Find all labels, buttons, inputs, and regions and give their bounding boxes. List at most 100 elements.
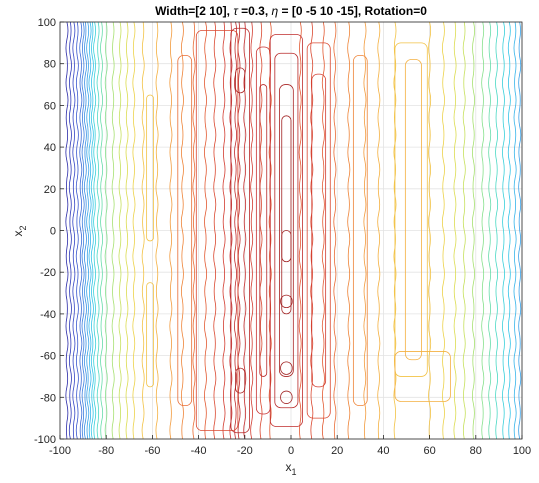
x-tick-label: 60	[423, 445, 435, 457]
contour-line	[502, 22, 506, 439]
contour-line	[488, 22, 492, 439]
contour-line	[83, 22, 87, 439]
y-tick-label: -100	[34, 434, 56, 446]
contour-line	[481, 22, 485, 439]
contour-line	[495, 22, 499, 439]
contour-closed	[195, 29, 239, 432]
contour-line	[363, 22, 367, 439]
contour-line	[68, 22, 72, 439]
contour-line	[513, 22, 517, 439]
contour-line	[96, 22, 100, 439]
contour-closed	[146, 282, 154, 388]
contour-line	[237, 22, 241, 439]
contour-line	[428, 22, 432, 439]
contour-line	[472, 22, 475, 439]
x-tick-label: 40	[377, 445, 389, 457]
contour-closed	[311, 73, 327, 388]
contour-line	[169, 22, 173, 439]
chart-title: Width=[2 10], τ =0.3, η = [0 -5 10 -15],…	[155, 4, 427, 18]
contour-closed	[177, 54, 193, 407]
x-tick-label: 100	[513, 445, 531, 457]
y-tick-label: 100	[38, 17, 56, 29]
contour-line	[111, 22, 115, 439]
contour-closed	[279, 84, 294, 377]
contour-closed	[280, 361, 293, 375]
contour-closed	[281, 230, 292, 315]
y-tick-label: 20	[44, 184, 56, 196]
x-tick-label: -40	[191, 445, 207, 457]
contour-line	[81, 22, 85, 439]
contour-line	[93, 22, 97, 439]
y-axis-ticks: -100 -80 -60 -40 -20 0 20 40 60 80 100	[34, 17, 64, 446]
contour-line	[518, 22, 522, 439]
contour-line	[100, 22, 104, 439]
contour-closed	[274, 52, 299, 409]
contour-line	[132, 22, 136, 439]
contour-line	[86, 22, 90, 439]
contour-line	[250, 22, 254, 439]
x-tick-label: -100	[49, 445, 71, 457]
contour-closed	[259, 84, 268, 377]
contour-closed	[230, 27, 250, 434]
contour-closed	[280, 294, 293, 309]
x-axis-ticks: -100 -80 -60 -40 -20 0 20 40 60 80 100	[49, 435, 531, 457]
contour-line	[507, 22, 511, 439]
contour-closed	[394, 42, 428, 377]
contour-line	[243, 22, 247, 439]
contour-line	[104, 22, 108, 439]
y-tick-label: -20	[40, 267, 56, 279]
contour-line	[333, 22, 337, 439]
contour-line	[213, 22, 217, 439]
y-tick-label: -60	[40, 351, 56, 363]
contour-closed	[281, 115, 292, 263]
y-tick-label: 0	[50, 226, 56, 238]
y-tick-label: 40	[44, 142, 56, 154]
contour-line	[453, 22, 457, 439]
contour-line	[234, 22, 238, 439]
contour-line	[347, 22, 351, 439]
contour-closed	[352, 54, 368, 407]
y-tick-label: -40	[40, 309, 56, 321]
y-tick-label: 80	[44, 59, 56, 71]
y-axis-label: x2	[11, 225, 28, 236]
y-tick-label: 60	[44, 100, 56, 112]
x-tick-label: -80	[98, 445, 114, 457]
contour-line	[441, 22, 445, 439]
contour-line	[377, 22, 381, 439]
contour-line	[204, 22, 208, 439]
contour-closed	[255, 46, 271, 415]
x-tick-label: -60	[144, 445, 160, 457]
contour-closed	[280, 390, 293, 404]
contour-line	[118, 22, 122, 439]
contour-line	[298, 22, 302, 439]
contour-line	[222, 22, 226, 439]
contour-line	[65, 22, 69, 439]
contour-closed	[394, 351, 451, 402]
x-axis-label: x1	[285, 460, 296, 477]
contour-line	[180, 22, 184, 439]
contour-line	[141, 22, 145, 439]
contour-line	[192, 22, 196, 439]
contour-lines	[65, 22, 522, 439]
contour-line	[79, 22, 83, 439]
contour-closed	[146, 94, 154, 242]
contour-line	[125, 22, 129, 439]
contour-line	[155, 22, 159, 439]
contour-closed	[306, 42, 331, 419]
contour-line	[259, 22, 263, 439]
x-tick-label: 0	[288, 445, 294, 457]
contour-line	[90, 22, 94, 439]
x-tick-label: 20	[331, 445, 343, 457]
y-tick-label: -80	[40, 392, 56, 404]
contour-line	[88, 22, 92, 439]
contour-closed	[404, 59, 422, 361]
contour-line	[75, 22, 79, 439]
x-tick-label: -20	[237, 445, 253, 457]
contour-line	[72, 22, 76, 439]
contour-closed	[235, 67, 246, 94]
contour-closed	[235, 367, 246, 394]
x-tick-label: 80	[470, 445, 482, 457]
contour-line	[462, 22, 466, 439]
contour-line	[321, 22, 325, 439]
